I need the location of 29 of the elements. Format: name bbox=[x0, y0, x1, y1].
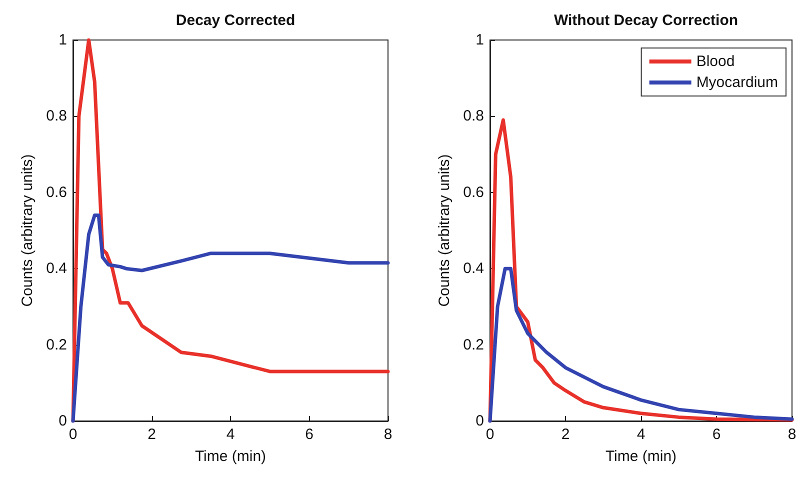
x-axis-title: Time (min) bbox=[605, 448, 677, 465]
chart-title: Decay Corrected bbox=[176, 12, 296, 29]
x-tick-label: 4 bbox=[636, 426, 646, 443]
x-tick-label: 2 bbox=[561, 426, 570, 443]
legend-label: Myocardium bbox=[696, 74, 778, 91]
chart-title: Without Decay Correction bbox=[554, 12, 738, 29]
x-tick-label: 8 bbox=[788, 426, 796, 443]
y-tick-label: 0 bbox=[58, 412, 67, 430]
legend-label: Blood bbox=[696, 53, 735, 70]
y-tick-label: 0.4 bbox=[46, 260, 67, 278]
y-tick-label: 1 bbox=[476, 32, 484, 48]
y-tick-label: 0.8 bbox=[46, 108, 67, 125]
y-axis-title: Counts (arbitrary units) bbox=[436, 154, 453, 307]
x-tick-label: 2 bbox=[148, 426, 156, 443]
y-tick-label: 1 bbox=[58, 32, 67, 48]
y-tick-label: 0.2 bbox=[46, 336, 67, 354]
y-tick-label: 0.8 bbox=[463, 108, 484, 125]
y-tick-label: 0.4 bbox=[463, 260, 484, 278]
y-tick-label: 0 bbox=[476, 412, 484, 430]
x-tick-label: 6 bbox=[305, 426, 314, 443]
y-axis-title: Counts (arbitrary units) bbox=[19, 154, 36, 307]
x-tick-label: 8 bbox=[384, 426, 392, 443]
y-tick-label: 0.2 bbox=[463, 336, 484, 354]
y-tick-label: 0.6 bbox=[46, 184, 67, 201]
x-tick-label: 6 bbox=[712, 426, 721, 443]
y-tick-label: 0.6 bbox=[463, 184, 484, 201]
x-axis-title: Time (min) bbox=[194, 448, 266, 465]
x-tick-label: 4 bbox=[226, 426, 235, 443]
line-series bbox=[71, 38, 390, 423]
